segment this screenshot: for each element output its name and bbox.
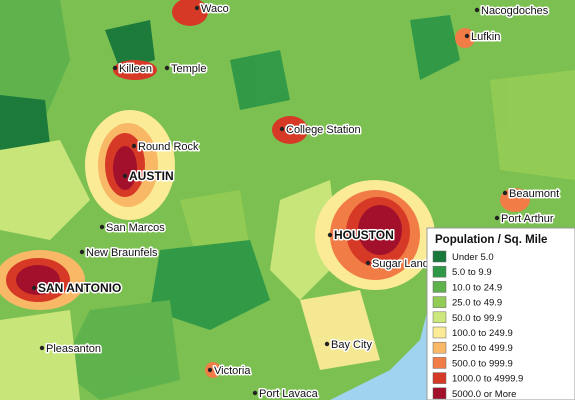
legend-label: Under 5.0 [452,252,494,263]
city-label: Beaumont [509,188,559,200]
city-label: Bay City [331,339,372,351]
legend-swatch [432,357,447,369]
legend-title: Population / Sq. Mile [435,234,547,246]
city-label: HOUSTON [334,228,394,242]
city-label: Waco [201,3,229,15]
legend-swatch [432,250,447,263]
city-dot [131,143,137,149]
city-label: Port Arthur [501,213,554,225]
city-label: Victoria [214,365,251,377]
city-label: Sugar Land [372,258,429,270]
city-label: Killeen [119,63,152,75]
legend-label: 500.0 to 999.9 [452,358,513,369]
city-label: Lufkin [471,31,500,43]
city-dot [464,33,470,39]
urban-areas [0,0,530,378]
legend-label: 250.0 to 499.9 [452,343,513,354]
legend-label: 5000.0 or More [452,389,516,400]
city-dot [279,126,285,132]
legend-swatch [432,387,447,400]
legend-swatch [432,326,447,339]
city-dot [324,341,330,347]
city-dot [122,173,128,179]
legend-label: 100.0 to 249.9 [452,328,513,339]
city-dot [99,224,105,230]
city-dot [112,65,118,71]
legend-label: 5.0 to 9.9 [452,267,492,278]
legend-label: 50.0 to 99.9 [452,313,502,324]
city-dot [39,345,45,351]
city-label: Round Rock [138,141,199,153]
city-dot [365,260,371,266]
legend-label: 25.0 to 49.9 [452,298,502,309]
city-dot [164,65,170,71]
city-label: AUSTIN [129,169,174,183]
legend-swatch [432,296,447,308]
city-label: College Station [286,124,361,136]
city-dot [252,390,258,396]
city-label: Nacogdoches [481,5,549,17]
city-label: New Braunfels [86,247,158,259]
legend-label: 1000.0 to 4999.9 [452,374,523,385]
city-label: SAN ANTONIO [38,281,121,295]
city-label: Pleasanton [46,343,101,355]
city-label: Temple [171,63,206,75]
legend-box [426,227,575,400]
legend-swatch [432,372,447,384]
city-label: Port Lavaca [259,388,319,400]
city-labels: Waco Nacogdoches Lufkin Killeen Temple Colleg… [31,2,561,400]
city-dot [79,249,85,255]
city-dot [207,367,213,373]
legend-swatch [432,265,447,278]
city-dot [194,5,200,11]
legend-swatch [432,341,447,354]
legend-label: 10.0 to 24.9 [452,282,502,293]
city-label: San Marcos [106,222,165,234]
city-dot [327,232,333,238]
city-dot [474,7,480,13]
legend: Population / Sq. Mile Under 5.0 5.0 to 9.… [426,227,575,400]
city-dot [494,215,500,221]
legend-swatch [432,281,447,293]
city-dot [502,190,508,196]
city-dot [31,285,37,291]
legend-swatch [432,311,447,324]
